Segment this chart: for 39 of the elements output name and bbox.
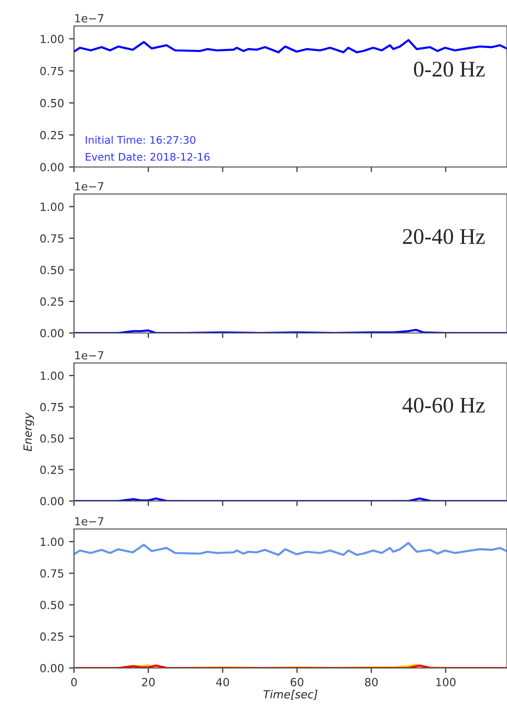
text: 1e−7: [75, 14, 104, 22]
x-tick-label: 40: [216, 678, 229, 686]
x-tick-label: 100: [436, 678, 456, 686]
line-series: [74, 542, 507, 556]
x-tick-label: 20: [142, 678, 155, 686]
y-tick-label: 0.50: [40, 434, 64, 443]
y-tick-label: 1.00: [40, 538, 64, 546]
line-series: [74, 39, 507, 54]
y-tick-label: 1.00: [40, 372, 64, 380]
x-tick-label: 60: [290, 678, 304, 686]
y-tick-label: 0.00: [40, 162, 64, 172]
y-tick-label: 1.00: [40, 202, 64, 212]
y-tick-label: 0.00: [40, 328, 64, 338]
x-axis-title: Time[sec]: [264, 690, 318, 700]
text: 1e−7: [75, 182, 104, 190]
y-tick-label: 0.00: [40, 496, 64, 506]
annotation: 20-40 Hz: [403, 229, 485, 244]
y-tick-label: 0.00: [40, 664, 64, 672]
annotation: 0-20 Hz: [414, 62, 485, 77]
annotation: 40-60 Hz: [402, 398, 485, 413]
text: 1e−7: [75, 351, 104, 360]
y-tick-label: 0.50: [40, 266, 64, 274]
y-axis-title: Energy: [24, 412, 34, 452]
annotation: Event Date: 2018-12-16: [86, 152, 210, 161]
y-tick-label: 0.75: [40, 66, 64, 76]
y-tick-label: 0.75: [40, 569, 64, 578]
y-tick-label: 0.25: [40, 632, 64, 641]
y-tick-label: 0.25: [40, 297, 64, 306]
y-tick-label: 0.50: [40, 98, 64, 108]
y-tick-label: 0.25: [40, 466, 64, 474]
y-tick-label: 0.75: [40, 234, 64, 243]
x-tick-label: 0: [71, 678, 77, 686]
y-tick-label: 0.50: [40, 600, 64, 610]
annotation: Initial Time: 16:27:30: [86, 136, 196, 144]
y-tick-label: 1.00: [40, 34, 64, 44]
text: 1e−7: [75, 517, 104, 526]
y-tick-label: 0.75: [40, 402, 64, 412]
x-tick-label: 80: [365, 678, 378, 686]
y-tick-label: 0.25: [40, 130, 64, 140]
